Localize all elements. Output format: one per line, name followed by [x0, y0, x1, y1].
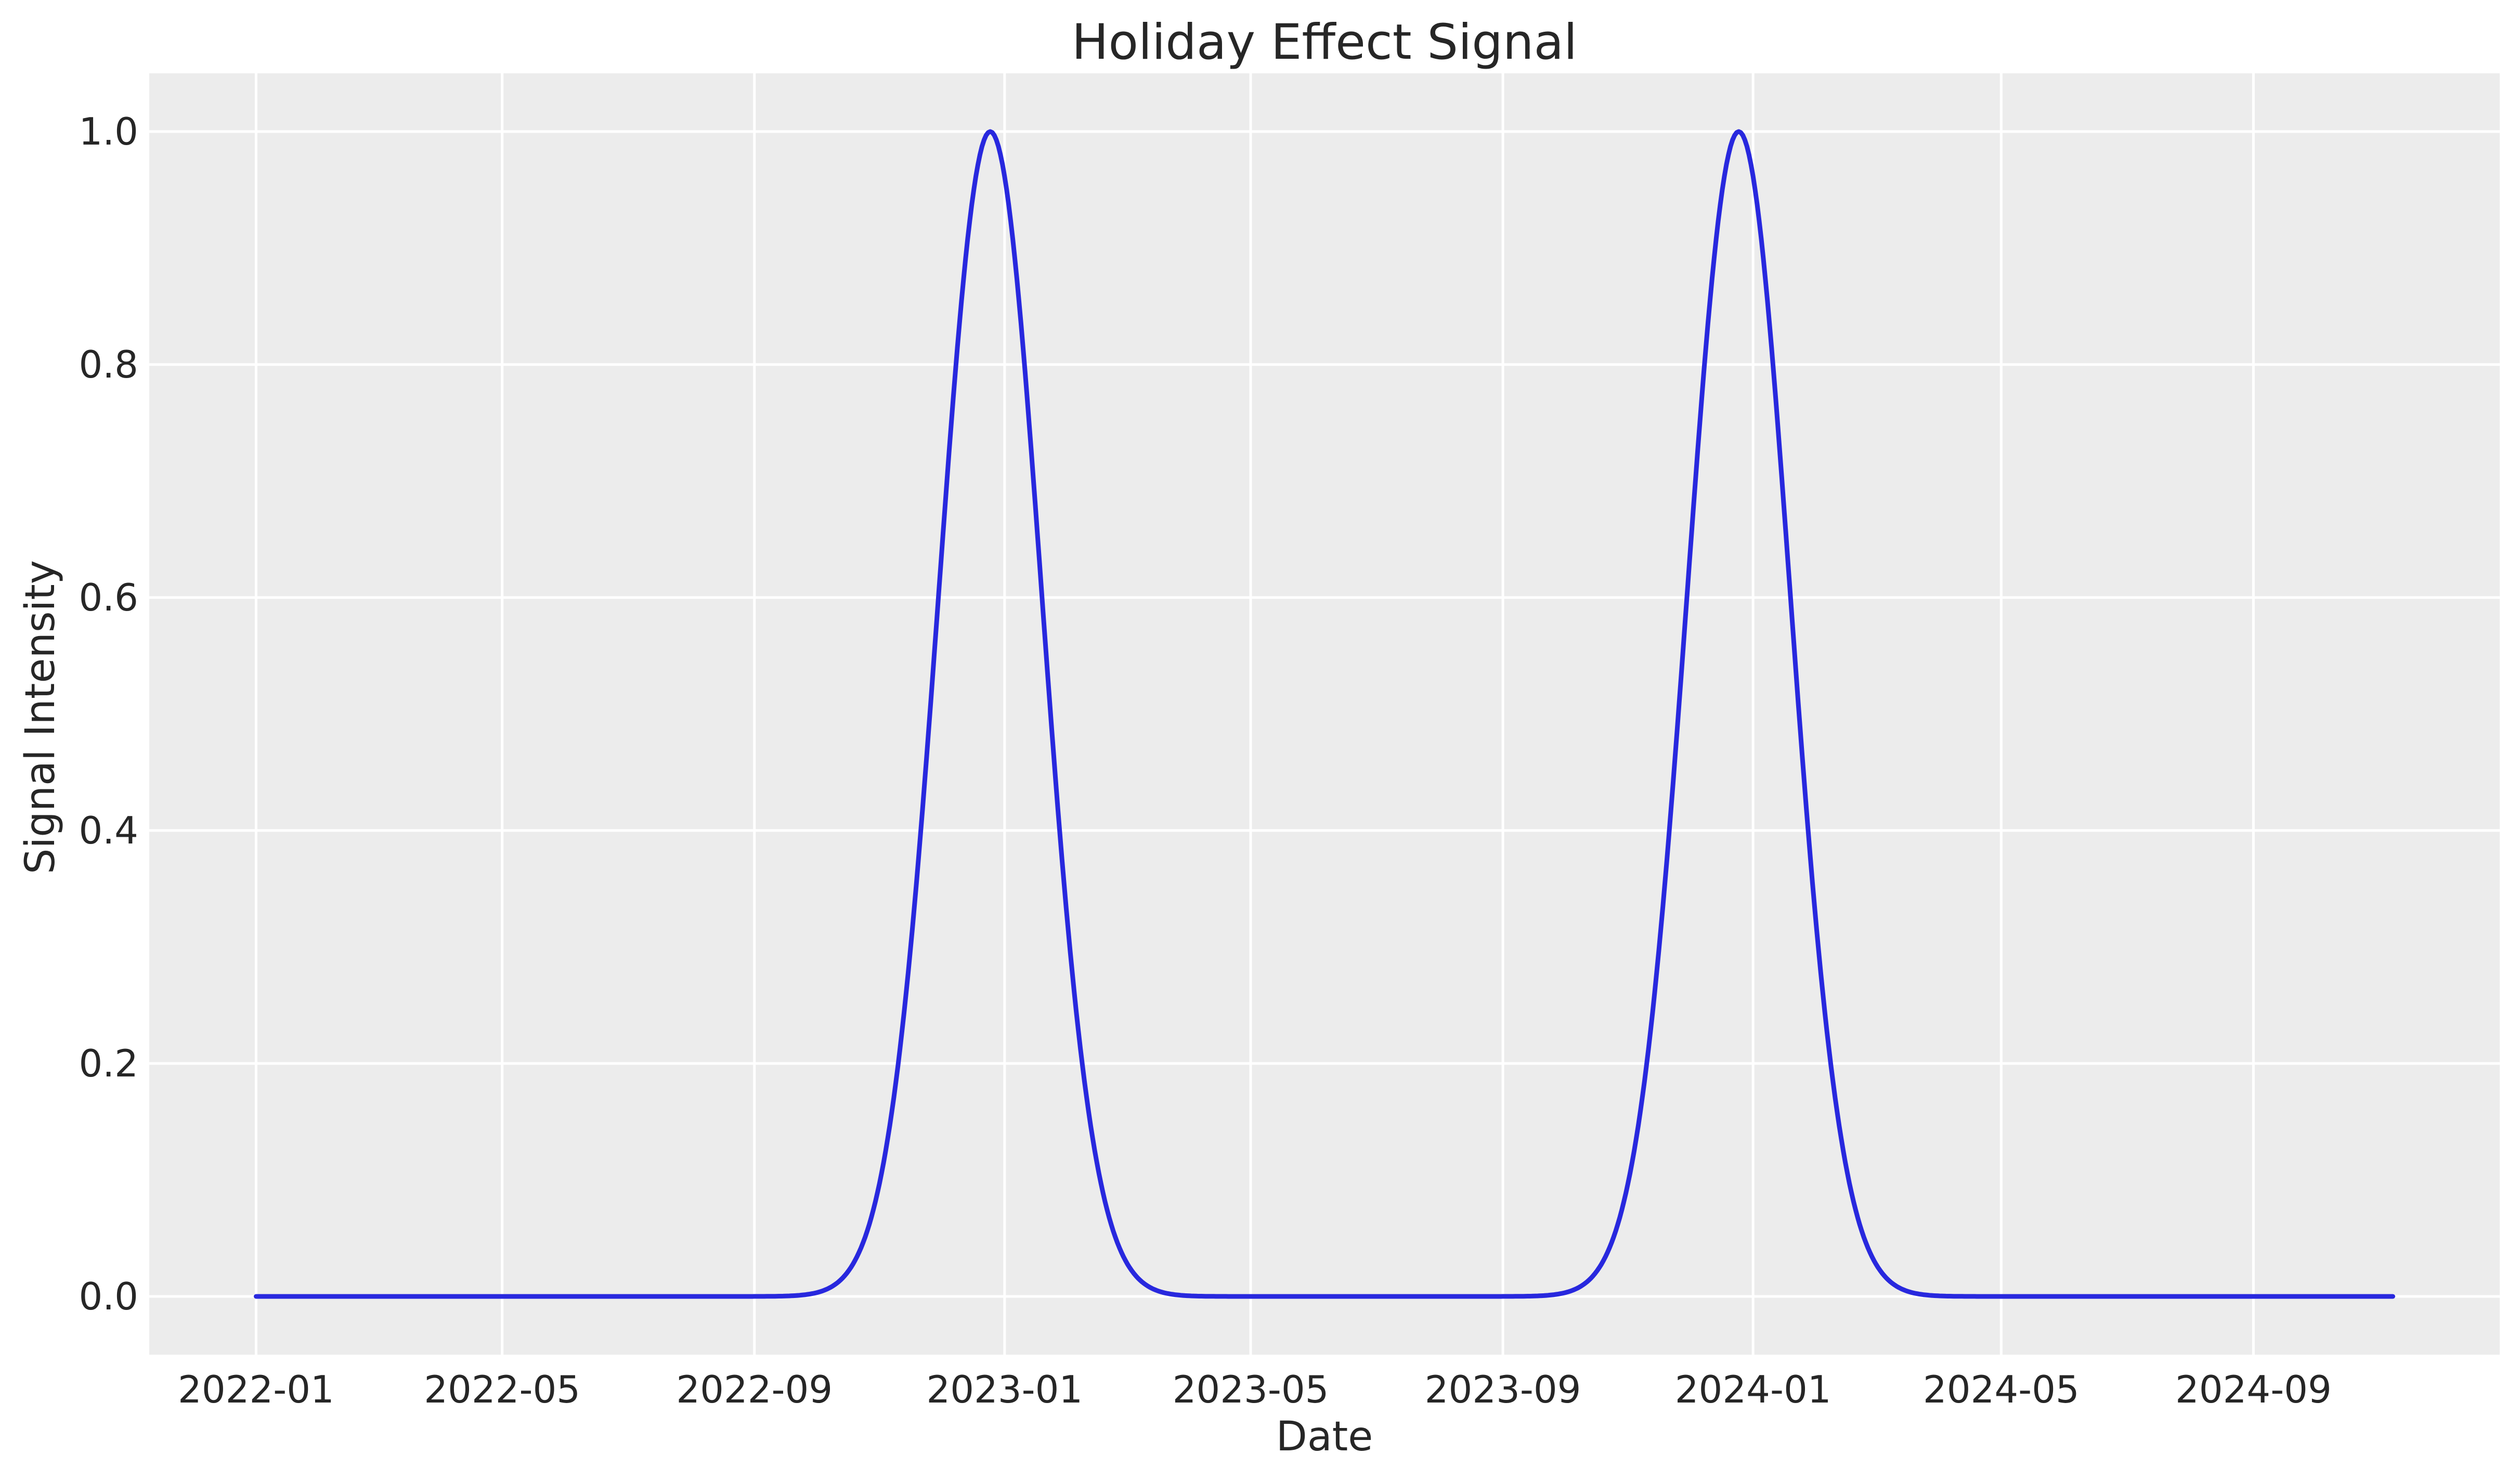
x-axis-label: Date [1276, 1413, 1373, 1460]
series-lines [254, 129, 2395, 1299]
x-tick-label: 2023-09 [1424, 1368, 1581, 1411]
y-axis-label: Signal Intensity [17, 560, 64, 874]
x-tick-label: 2024-05 [1923, 1368, 2080, 1411]
x-tick-label: 2024-09 [2175, 1368, 2332, 1411]
plot-area [149, 73, 2500, 1355]
y-tick-label: 0.2 [79, 1042, 138, 1085]
y-tick-label: 0.6 [79, 576, 138, 619]
x-tick-label: 2022-01 [178, 1368, 334, 1411]
x-tick-label: 2024-01 [1674, 1368, 1831, 1411]
x-tick-label: 2023-01 [926, 1368, 1083, 1411]
signal-line [254, 129, 2395, 1299]
x-tick-label: 2022-09 [676, 1368, 833, 1411]
chart-title: Holiday Effect Signal [1071, 14, 1578, 71]
y-tick-label: 0.0 [79, 1275, 138, 1318]
plot-svg [149, 73, 2500, 1355]
y-tick-label: 1.0 [79, 110, 138, 153]
x-tick-label: 2023-05 [1172, 1368, 1329, 1411]
y-tick-label: 0.4 [79, 809, 138, 852]
x-tick-label: 2022-05 [424, 1368, 581, 1411]
y-tick-label: 0.8 [79, 343, 138, 386]
gridlines [149, 73, 2500, 1355]
